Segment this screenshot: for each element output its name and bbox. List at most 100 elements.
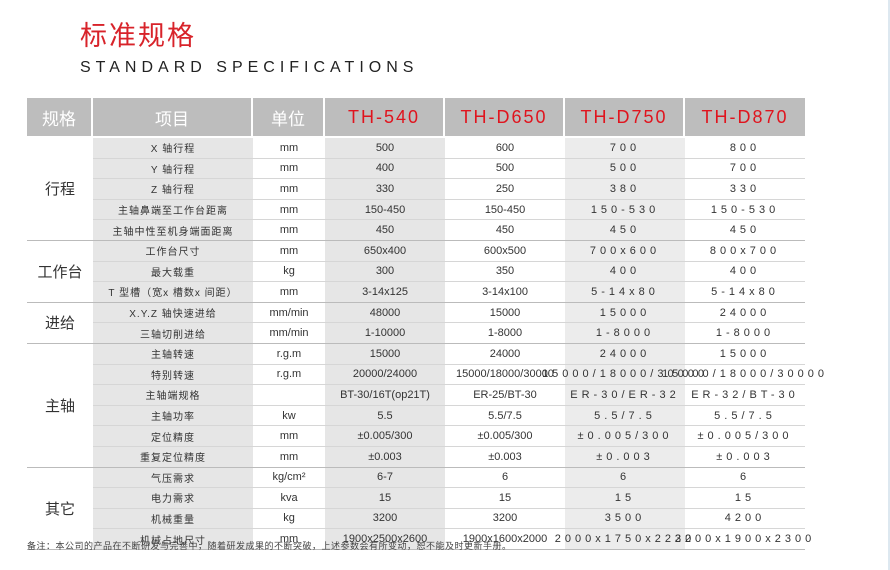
item-cell: X.Y.Z 轴快速进给 <box>93 302 253 323</box>
value-cell: 400 <box>325 158 445 179</box>
table-row: 主轴中性至机身端面距离 mm 450 450 450 450 <box>93 220 805 240</box>
value-cell: 5.5/7.5 <box>488 409 522 422</box>
value-cell: 48000 <box>325 302 445 323</box>
value-cell: 650x400 <box>325 240 445 261</box>
unit-cell: mm <box>279 450 299 463</box>
value-cell: BT-30/16T(op21T) <box>325 385 445 405</box>
value-cell: 450 <box>495 224 515 237</box>
value-cell: 3500 <box>565 508 685 529</box>
header-model: TH-D870 <box>701 106 789 127</box>
value-cell: ER-32/BT-30 <box>691 388 799 401</box>
value-cell: ±0.005/300 <box>325 426 445 446</box>
value-cell: ±0.005/300 <box>477 430 533 443</box>
group-name: 工作台 <box>37 262 83 281</box>
value-cell: 150-450 <box>325 199 445 220</box>
value-cell: 15 <box>498 491 512 504</box>
table-row: 三轴切削进给 mm/min 1-10000 1-8000 1-8000 1-8000 <box>93 323 805 343</box>
table-row: 机械占地尺寸 mm 1900x2500x2600 1900x1600x2000 2000… <box>93 529 811 549</box>
table-row: Z 轴行程 mm 330 250 380 330 <box>93 179 805 200</box>
unit-cell: mm <box>279 182 299 195</box>
table-row: 机械重量 kg 3200 3200 3500 4200 <box>93 508 805 530</box>
value-cell: 20000/24000 <box>325 364 445 385</box>
value-cell: ±0.003 <box>488 450 522 463</box>
item-cell: X 轴行程 <box>93 138 253 158</box>
unit-cell: kg <box>283 512 295 525</box>
value-cell: 330 <box>325 179 445 199</box>
item-cell: 定位精度 <box>93 426 253 446</box>
value-cell: 300 <box>325 261 445 282</box>
value-cell: ER-30/ER-32 <box>565 385 685 405</box>
table-row: 主轴鼻端至工作台距离 mm 150-450 150-450 150-530 150-530 <box>93 199 805 221</box>
value-cell: 3200 <box>325 508 445 529</box>
value-cell: 400 <box>729 265 761 278</box>
item-cell: 主轴端规格 <box>93 385 253 405</box>
unit-cell <box>253 385 325 405</box>
header-model: TH-D650 <box>445 98 565 136</box>
value-cell: 15000 <box>719 347 771 360</box>
value-cell: 2000x1750x2230 <box>555 529 691 549</box>
unit-cell: kg <box>283 265 295 278</box>
value-cell: 15000/18000/30000 <box>456 368 554 381</box>
unit-cell: mm <box>279 203 299 216</box>
value-cell: 1900x2500x2600 <box>325 529 445 549</box>
unit-cell: mm <box>279 533 299 546</box>
header-item: 项目 <box>93 98 253 136</box>
header-model: TH-D750 <box>565 98 685 136</box>
value-cell: 24000 <box>719 306 771 319</box>
value-cell: 450 <box>729 224 761 237</box>
spec-table: 规格 项目 单位 TH-540 TH-D650 TH-D750 TH-D870 … <box>27 98 824 550</box>
value-cell: 6-7 <box>325 467 445 488</box>
value-cell: 15 <box>565 488 685 508</box>
group-name: 其它 <box>44 499 75 518</box>
value-cell: 1-10000 <box>325 323 445 343</box>
value-cell: 500 <box>565 158 685 179</box>
value-cell: 5.5/7.5 <box>714 409 776 422</box>
item-cell: 主轴中性至机身端面距离 <box>93 220 253 240</box>
unit-cell: mm <box>279 162 299 175</box>
value-cell: ±0.005/300 <box>565 426 685 446</box>
value-cell: 5.5/7.5 <box>565 405 685 426</box>
value-cell: 500 <box>495 162 515 175</box>
item-cell: 气压需求 <box>93 467 253 488</box>
spec-group: 行程 X 轴行程 mm 500 600 700 800 Y 轴行程 mm 400 500 500 700… <box>27 138 805 241</box>
unit-cell: kw <box>282 409 296 422</box>
value-cell: 3-14x100 <box>482 285 528 298</box>
item-cell: 最大载重 <box>93 261 253 282</box>
item-cell: 机械重量 <box>93 508 253 529</box>
table-row: 最大载重 kg 300 350 400 400 <box>93 261 805 283</box>
unit-cell: mm/min <box>269 306 309 319</box>
value-cell: 380 <box>565 179 685 199</box>
value-cell: 500 <box>325 138 445 158</box>
value-cell: 1-8000 <box>715 327 775 340</box>
unit-cell: mm <box>279 430 299 443</box>
spec-group: 进给 X.Y.Z 轴快速进给 mm/min 48000 15000 15000 24000 三… <box>27 302 805 344</box>
value-cell: 600x500 <box>483 244 527 257</box>
item-cell: 电力需求 <box>93 488 253 508</box>
item-cell: 主轴功率 <box>93 405 253 426</box>
header-model: TH-540 <box>325 98 445 136</box>
unit-cell: kg/cm² <box>272 471 306 484</box>
value-cell: 450 <box>325 220 445 240</box>
item-cell: 工作台尺寸 <box>93 240 253 261</box>
header-unit: 单位 <box>253 98 325 136</box>
value-cell: 800 <box>729 141 761 154</box>
value-cell: 15 <box>734 491 756 504</box>
value-cell: ±0.003 <box>325 446 445 467</box>
value-cell: 150-450 <box>484 203 526 216</box>
table-row: 主轴端规格 BT-30/16T(op21T) ER-25/BT-30 ER-30/ER… <box>93 385 805 406</box>
value-cell: 150-530 <box>565 199 685 220</box>
table-row: X 轴行程 mm 500 600 700 800 <box>93 138 805 159</box>
value-cell: 6 <box>739 471 751 484</box>
table-row: 定位精度 mm ±0.005/300 ±0.005/300 ±0.005/300 ±0.0… <box>93 426 805 447</box>
item-cell: T 型槽（宽x 槽数x 间距） <box>93 282 253 302</box>
value-cell: 600 <box>495 141 515 154</box>
value-cell: 15000 <box>325 343 445 364</box>
table-row: 工作台尺寸 mm 650x400 600x500 700x600 800x700 <box>93 240 805 262</box>
table-row: T 型槽（宽x 槽数x 间距） mm 3-14x125 3-14x100 5-14x80… <box>93 282 805 302</box>
value-cell: 400 <box>565 261 685 282</box>
value-cell: 4200 <box>724 512 766 525</box>
item-cell: 主轴转速 <box>93 343 253 364</box>
value-cell: 1-8000 <box>565 323 685 343</box>
value-cell: 6 <box>501 471 509 484</box>
value-cell: 330 <box>729 182 761 195</box>
